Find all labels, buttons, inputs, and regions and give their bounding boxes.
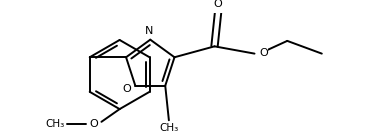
Text: O: O xyxy=(214,0,223,9)
Text: O: O xyxy=(259,48,268,58)
Text: CH₃: CH₃ xyxy=(45,119,64,129)
Text: N: N xyxy=(145,26,154,37)
Text: O: O xyxy=(90,119,98,129)
Text: CH₃: CH₃ xyxy=(159,123,178,133)
Text: O: O xyxy=(123,84,131,94)
